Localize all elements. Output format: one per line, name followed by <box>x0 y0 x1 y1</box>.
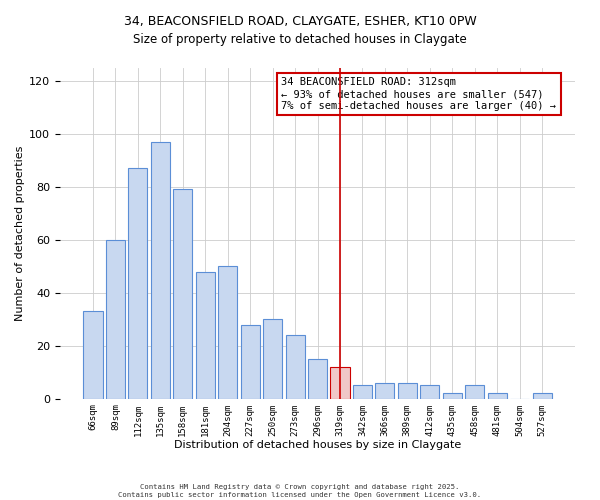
Bar <box>420 386 439 398</box>
Bar <box>533 394 551 398</box>
Text: 34 BEACONSFIELD ROAD: 312sqm
← 93% of detached houses are smaller (547)
7% of se: 34 BEACONSFIELD ROAD: 312sqm ← 93% of de… <box>281 78 556 110</box>
Bar <box>83 312 103 398</box>
Bar <box>128 168 148 398</box>
Bar <box>398 383 417 398</box>
Bar <box>241 324 260 398</box>
X-axis label: Distribution of detached houses by size in Claygate: Distribution of detached houses by size … <box>174 440 461 450</box>
Bar <box>173 190 193 398</box>
Bar <box>286 335 305 398</box>
Bar <box>218 266 237 398</box>
Bar <box>376 383 394 398</box>
Text: Size of property relative to detached houses in Claygate: Size of property relative to detached ho… <box>133 32 467 46</box>
Bar <box>465 386 484 398</box>
Text: Contains HM Land Registry data © Crown copyright and database right 2025.
Contai: Contains HM Land Registry data © Crown c… <box>118 484 482 498</box>
Bar <box>151 142 170 398</box>
Bar <box>331 367 350 398</box>
Bar <box>488 394 507 398</box>
Bar <box>308 359 327 399</box>
Bar <box>353 386 372 398</box>
Bar <box>263 319 282 398</box>
Bar <box>196 272 215 398</box>
Bar <box>443 394 462 398</box>
Text: 34, BEACONSFIELD ROAD, CLAYGATE, ESHER, KT10 0PW: 34, BEACONSFIELD ROAD, CLAYGATE, ESHER, … <box>124 15 476 28</box>
Bar <box>106 240 125 398</box>
Y-axis label: Number of detached properties: Number of detached properties <box>15 146 25 321</box>
